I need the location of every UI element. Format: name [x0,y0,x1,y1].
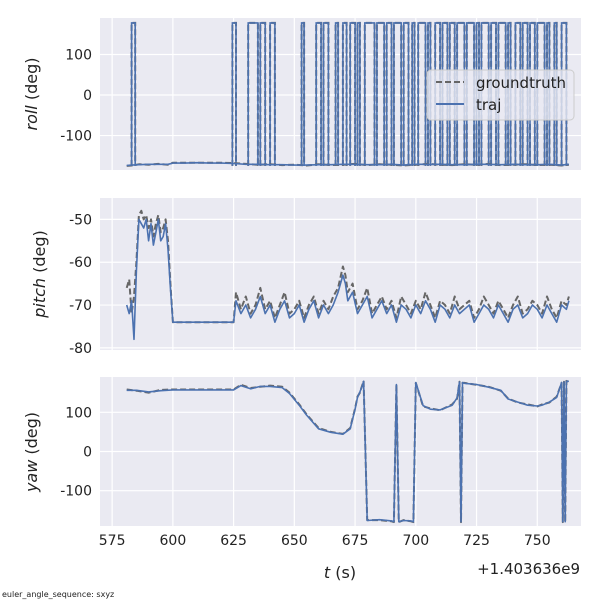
pitch-y-tick-label: -60 [69,255,92,271]
traj-flip-segment [393,22,402,166]
pitch-y-tick-label: -70 [69,298,92,314]
roll-y-tick-label: 100 [65,47,92,63]
traj-line [126,380,569,523]
roll-y-tick-label: 0 [83,88,92,104]
yaw-y-tick-label: -100 [60,484,92,500]
roll-y-tick-label: -100 [60,129,92,145]
traj-flip-segment [315,22,322,166]
pitch-axis-label: pitch (deg) [30,230,49,319]
footnote: euler_angle_sequence: sxyz [2,590,114,599]
traj-flip-segment [376,22,385,166]
x-tick-label: 625 [220,533,247,549]
pitch-y-tick-label: -80 [69,341,92,357]
yaw-grid [100,377,581,526]
x-tick-label: 700 [402,533,429,549]
yaw-y-tick-label: 0 [83,445,92,461]
legend-groundtruth-label: groundtruth [476,74,566,92]
x-axis-label: t (s) [324,563,356,582]
x-offset-label: +1.403636e9 [477,560,580,578]
roll-lines [126,21,570,167]
pitch-ticks: -80 -70 -60 -50 [69,212,92,356]
traj-flip-segment [247,22,259,166]
pitch-panel: -80 -70 -60 -50 pitch (deg) [30,198,581,357]
traj-flip-segment [364,22,376,166]
yaw-lines [126,379,570,524]
yaw-panel: 575 600 625 650 675 700 725 750 -100 0 100 yaw (de… [22,377,581,549]
pitch-y-tick-label: -50 [69,212,92,228]
x-tick-label: 725 [463,533,490,549]
roll-axis-label: roll (deg) [22,58,41,131]
yaw-y-tick-label: 100 [65,405,92,421]
x-tick-label: 650 [281,533,308,549]
traj-flip-segment [130,22,136,166]
traj-flip-segment [402,22,410,166]
traj-flip-segment [300,22,305,166]
pitch-lines [125,209,570,341]
traj-flip-segment [385,22,393,166]
x-tick-label: 575 [99,533,126,549]
legend-traj-label: traj [476,96,501,114]
groundtruth-line [125,209,570,324]
yaw-axis-label: yaw (deg) [22,412,41,493]
traj-flip-segment [259,22,266,166]
traj-flip-segment [322,22,330,166]
traj-flip-segment [411,22,416,166]
traj-flip-segment [349,22,356,166]
x-tick-label: 675 [342,533,369,549]
traj-flip-segment [231,22,237,166]
traj-flip-segment [269,22,276,166]
traj-line [126,161,569,167]
legend: groundtruth traj [426,69,575,121]
traj-flip-segment [417,22,427,166]
traj-line [125,218,570,341]
traj-flip-segment [334,22,339,166]
roll-ticks: -100 0 100 [60,47,92,144]
pitch-grid [100,198,581,350]
roll-panel: -100 0 100 roll (deg) groundtruth traj [22,18,581,170]
x-tick-label: 600 [160,533,187,549]
yaw-ticks: 575 600 625 650 675 700 725 750 -100 0 100 [60,405,550,549]
x-tick-label: 750 [524,533,551,549]
traj-flip-segment [342,22,348,166]
traj-flip-segment [356,22,361,166]
